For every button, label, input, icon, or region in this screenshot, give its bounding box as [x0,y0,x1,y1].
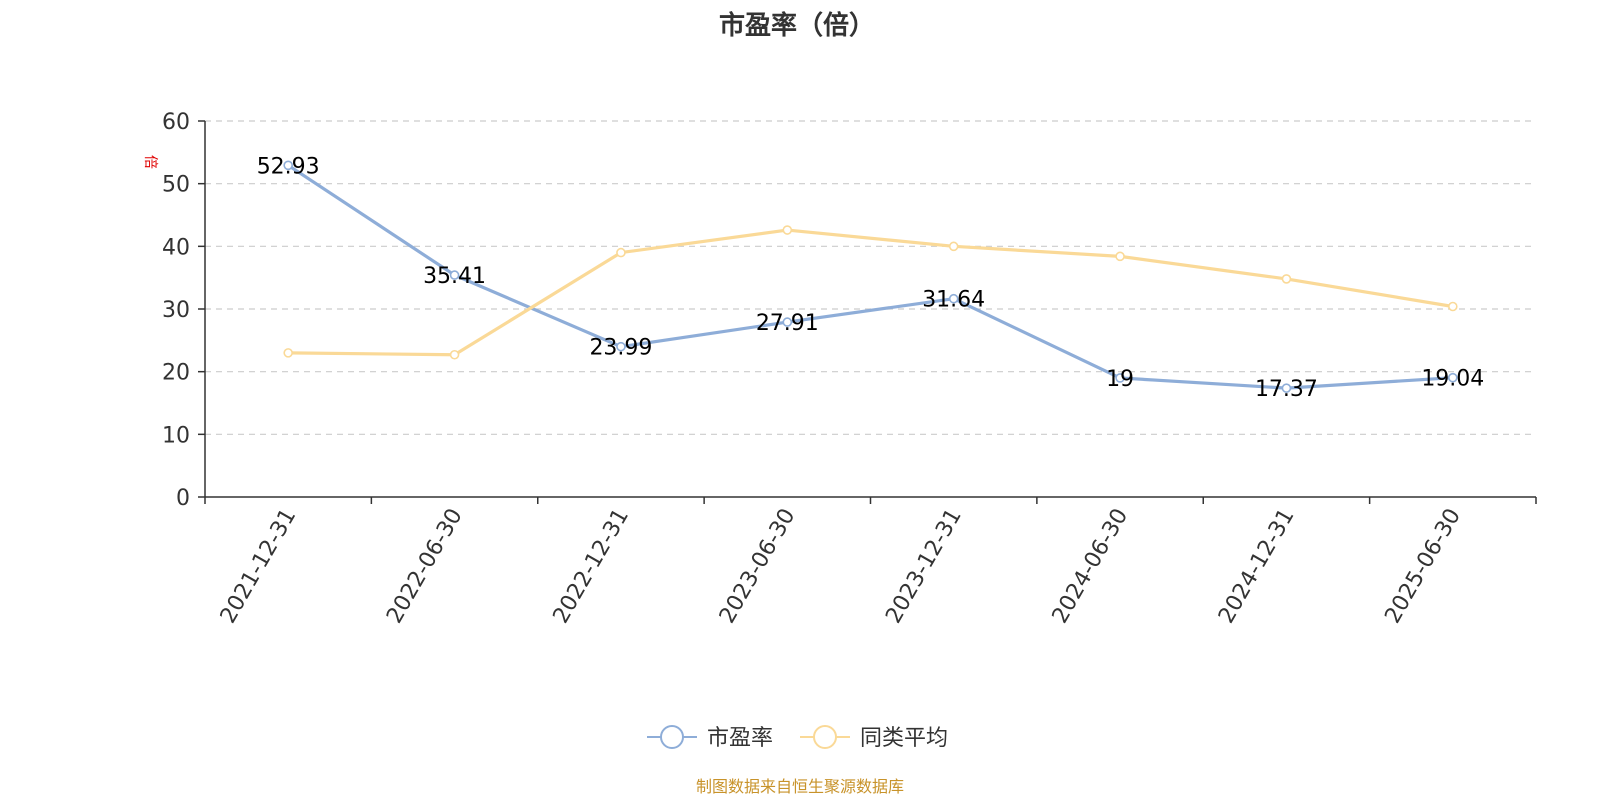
axes: 0 10 20 30 40 50 60 倍 2021-12-31 2022-06-30 2022-1… [142,110,1537,628]
x-tick-label: 2024-12-31 [1214,505,1300,628]
legend-item-1[interactable]: 同类平均 [800,725,948,751]
y-tick-label: 50 [162,173,190,198]
y-tick-label: 30 [162,298,190,323]
data-label: 31.64 [922,288,985,313]
legend-marker [813,725,837,749]
y-tick-label: 40 [162,235,190,260]
data-label: 23.99 [589,336,652,361]
x-tick-label: 2025-06-30 [1380,505,1466,628]
x-tick-label: 2021-12-31 [216,505,302,628]
series-1-point[interactable] [283,348,293,358]
series-0-point[interactable] [1281,383,1292,393]
data-label: 52.93 [257,154,320,179]
series-1-point[interactable] [1281,274,1292,284]
legend-item-0[interactable]: 市盈率 [647,725,773,751]
series-0-point[interactable] [283,160,293,171]
x-tick-label: 2024-06-30 [1048,505,1134,628]
series-0-point[interactable] [1115,373,1125,383]
legend-marker [660,725,684,749]
series-0-point[interactable] [1448,372,1458,383]
x-tick-label: 2023-12-31 [881,505,967,628]
series-1-point[interactable] [616,247,626,258]
x-tick-label: 2023-06-30 [715,505,801,628]
legend[interactable]: 市盈率 同类平均 [647,725,948,751]
series-layer [283,160,1458,393]
x-tick-label: 2022-06-30 [382,505,468,628]
legend-label: 同类平均 [860,726,948,751]
series-1-point[interactable] [1115,251,1125,262]
x-tick-label: 2022-12-31 [549,505,635,628]
data-label: 17.37 [1255,377,1318,402]
series-1-point[interactable] [782,225,793,235]
series-0-point[interactable] [782,317,793,327]
y-tick-label: 60 [162,110,190,135]
source-note: 制图数据来自恒生聚源数据库 [696,777,904,796]
data-label: 19 [1106,367,1134,392]
chart-title: 市盈率（倍） [719,10,875,41]
series-1-point[interactable] [948,241,959,252]
y-unit-label: 倍 [142,155,158,169]
grid-layer [205,120,1536,435]
y-tick-label: 0 [176,486,190,511]
y-tick-label: 10 [162,423,190,448]
series-0-point[interactable] [449,270,460,280]
legend-label: 市盈率 [707,726,773,751]
series-0-point[interactable] [616,341,626,352]
data-label: 35.41 [423,264,486,289]
data-label: 19.04 [1421,367,1484,392]
series-1-point[interactable] [1448,301,1458,312]
series-0-point[interactable] [948,293,959,304]
series-1-point[interactable] [449,349,460,360]
series-line-0 [287,163,1453,390]
data-labels: 52.93 35.41 23.99 27.91 31.64 19 17.37 19.04 [257,154,1485,402]
series-line-1 [288,228,1454,357]
y-tick-label: 20 [162,361,190,386]
data-label: 27.91 [756,311,819,336]
